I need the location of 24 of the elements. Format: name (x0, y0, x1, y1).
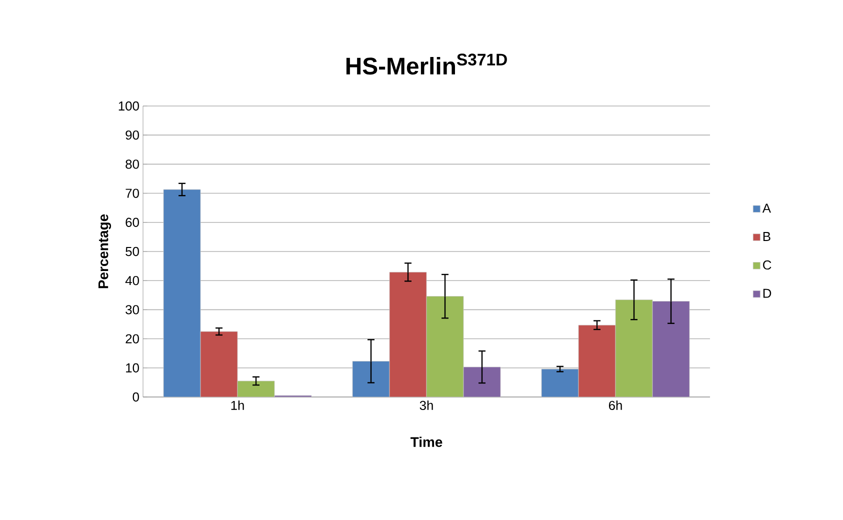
legend-label: A (762, 204, 771, 213)
y-tick-label: 10 (126, 363, 139, 372)
x-tick-label: 3h (420, 400, 433, 410)
y-tick-label: 80 (126, 160, 139, 169)
y-axis-title: Percentage (98, 214, 112, 288)
y-tick-label: 70 (126, 188, 139, 198)
y-tick-label: 0 (132, 392, 139, 402)
y-tick-label: 20 (126, 334, 139, 344)
bar (200, 331, 238, 397)
y-tick-label: 60 (126, 218, 139, 227)
y-tick-label: 50 (126, 246, 139, 256)
x-axis-title: Time (410, 436, 442, 448)
y-tick-label: 30 (126, 305, 139, 314)
chart-title: HS-Merlin$^{S371D}$ (346, 54, 507, 75)
y-tick-label: 90 (126, 130, 139, 140)
y-tick-label: 100 (118, 101, 139, 111)
legend-label: C (763, 260, 772, 270)
bar (578, 324, 616, 397)
bar (389, 272, 427, 397)
y-tick-label: 40 (125, 276, 139, 286)
x-tick-label: 1h (231, 400, 244, 410)
x-tick-label: 6h (608, 400, 622, 410)
legend-label: D (763, 288, 772, 298)
legend-label: B (763, 232, 770, 241)
